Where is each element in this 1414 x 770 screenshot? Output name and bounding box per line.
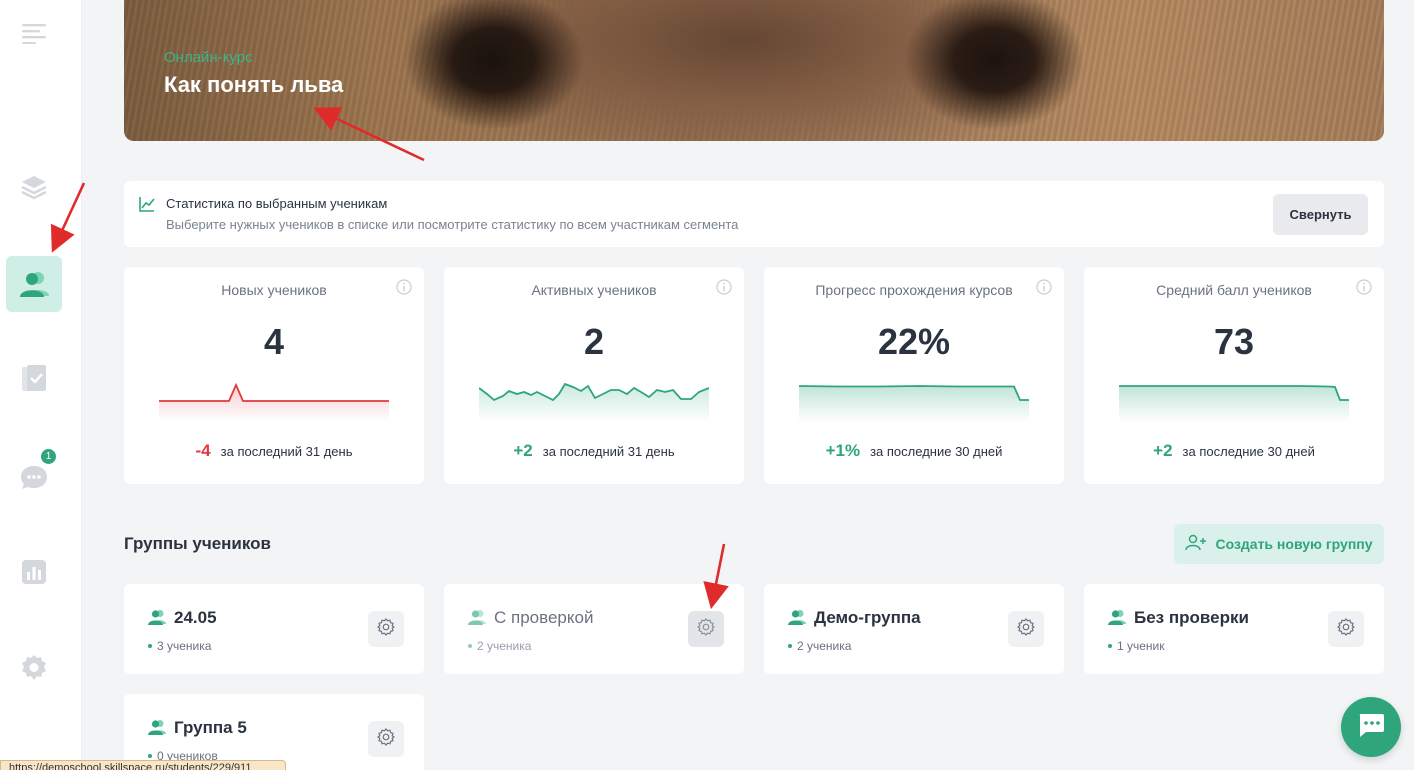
gear-icon [1336, 617, 1356, 641]
users-icon [19, 270, 49, 298]
stats-title: Статистика по выбранным ученикам [166, 196, 388, 211]
group-member-count: 1 ученик [1108, 639, 1165, 653]
create-group-label: Создать новую группу [1215, 536, 1373, 552]
group-name: С проверкой [494, 608, 594, 627]
sparkline-average-score [1119, 385, 1349, 422]
gear-icon [1016, 617, 1036, 641]
analytics-icon [20, 558, 48, 586]
line-chart-icon [138, 195, 156, 218]
metric-period: за последний 31 день [220, 444, 353, 459]
group-member-count: 0 учеников [148, 749, 218, 763]
metric-card-active-students: Активных учеников 2 +2 за последний 31 д… [444, 267, 744, 484]
gear-icon [376, 727, 396, 751]
sparkline-course-progress [799, 385, 1029, 422]
status-url: https://demoschool.skillspace.ru/student… [0, 760, 286, 770]
chat-bubble-icon [1356, 711, 1386, 744]
metric-delta: +1% [825, 441, 861, 460]
group-settings-button[interactable] [368, 721, 404, 757]
metric-delta: +2 [513, 441, 533, 460]
metric-value: 2 [583, 321, 605, 362]
assignments-icon [20, 363, 48, 395]
course-title: Как понять льва [164, 72, 344, 97]
group-icon [468, 609, 486, 630]
group-settings-button[interactable] [1328, 611, 1364, 647]
sidebar-item-messages[interactable]: 1 [6, 449, 62, 505]
metric-delta: +2 [1153, 441, 1173, 460]
group-card-bez-proverki[interactable]: Без проверки 1 ученик [1084, 584, 1384, 674]
stats-panel: Статистика по выбранным ученикам Выберит… [124, 181, 1384, 247]
settings-icon [19, 653, 49, 683]
gear-icon [376, 617, 396, 641]
messages-badge: 1 [41, 449, 56, 464]
group-member-count: 2 ученика [788, 639, 851, 653]
metric-delta: -4 [195, 441, 211, 460]
collapse-button[interactable]: Свернуть [1273, 194, 1368, 235]
sparkline-new-students [159, 382, 389, 422]
metric-delta-row: -4 за последний 31 день [124, 441, 424, 461]
info-icon[interactable] [396, 279, 412, 300]
group-icon [148, 609, 166, 630]
sidebar-item-analytics[interactable] [6, 544, 62, 600]
sparkline-active-students [479, 382, 709, 422]
metric-label: Активных учеников [531, 282, 657, 298]
group-icon [148, 719, 166, 740]
group-settings-button[interactable] [688, 611, 724, 647]
group-name: 24.05 [174, 608, 217, 627]
group-name: Без проверки [1134, 608, 1249, 627]
metric-card-average-score: Средний балл учеников 73 +2 за последние… [1084, 267, 1384, 484]
group-name: Демо-группа [814, 608, 921, 627]
course-type-label: Онлайн-курс [164, 49, 253, 66]
group-icon [788, 609, 806, 630]
info-icon[interactable] [716, 279, 732, 300]
sidebar-item-assignments[interactable] [6, 351, 62, 407]
groups-heading: Группы учеников [124, 534, 271, 553]
metric-label: Прогресс прохождения курсов [815, 282, 1013, 298]
metric-card-new-students: Новых учеников 4 -4 за последний 31 день [124, 267, 424, 484]
group-card-5[interactable]: Группа 5 0 учеников [124, 694, 424, 770]
metric-delta-row: +1% за последние 30 дней [764, 441, 1064, 461]
group-member-count: 2 ученика [468, 639, 531, 653]
sidebar-item-courses[interactable] [6, 159, 62, 215]
sidebar-item-settings[interactable] [6, 640, 62, 696]
add-user-icon [1185, 534, 1207, 555]
course-banner: Онлайн-курс Как понять льва [124, 0, 1384, 141]
group-settings-button[interactable] [1008, 611, 1044, 647]
metric-period: за последние 30 дней [1182, 444, 1315, 459]
metric-delta-row: +2 за последние 30 дней [1084, 441, 1384, 461]
gear-icon [696, 617, 716, 641]
support-chat-button[interactable] [1341, 697, 1401, 757]
menu-toggle-button[interactable] [6, 5, 62, 61]
metric-delta-row: +2 за последний 31 день [444, 441, 744, 461]
group-icon [1108, 609, 1126, 630]
metric-period: за последние 30 дней [870, 444, 1003, 459]
create-group-button[interactable]: Создать новую группу [1174, 524, 1384, 564]
metric-value: 22% [877, 321, 951, 362]
metric-label: Средний балл учеников [1156, 282, 1312, 298]
metric-value: 4 [263, 321, 285, 362]
layers-icon [20, 173, 48, 201]
group-member-count: 3 ученика [148, 639, 211, 653]
info-icon[interactable] [1356, 279, 1372, 300]
metric-period: за последний 31 день [542, 444, 675, 459]
chat-icon [19, 463, 49, 491]
sidebar-item-students[interactable] [6, 256, 62, 312]
metric-card-course-progress: Прогресс прохождения курсов 22% +1% за п… [764, 267, 1064, 484]
stats-description: Выберите нужных учеников в списке или по… [166, 217, 739, 232]
group-name: Группа 5 [174, 718, 247, 737]
group-card-24-05[interactable]: 24.05 3 ученика [124, 584, 424, 674]
metric-value: 73 [1213, 321, 1255, 362]
group-settings-button[interactable] [368, 611, 404, 647]
menu-icon [21, 22, 47, 44]
group-card-demo[interactable]: Демо-группа 2 ученика [764, 584, 1064, 674]
sidebar: 1 [0, 0, 82, 770]
info-icon[interactable] [1036, 279, 1052, 300]
metric-label: Новых учеников [221, 282, 327, 298]
group-card-s-proverkoy[interactable]: С проверкой 2 ученика [444, 584, 744, 674]
